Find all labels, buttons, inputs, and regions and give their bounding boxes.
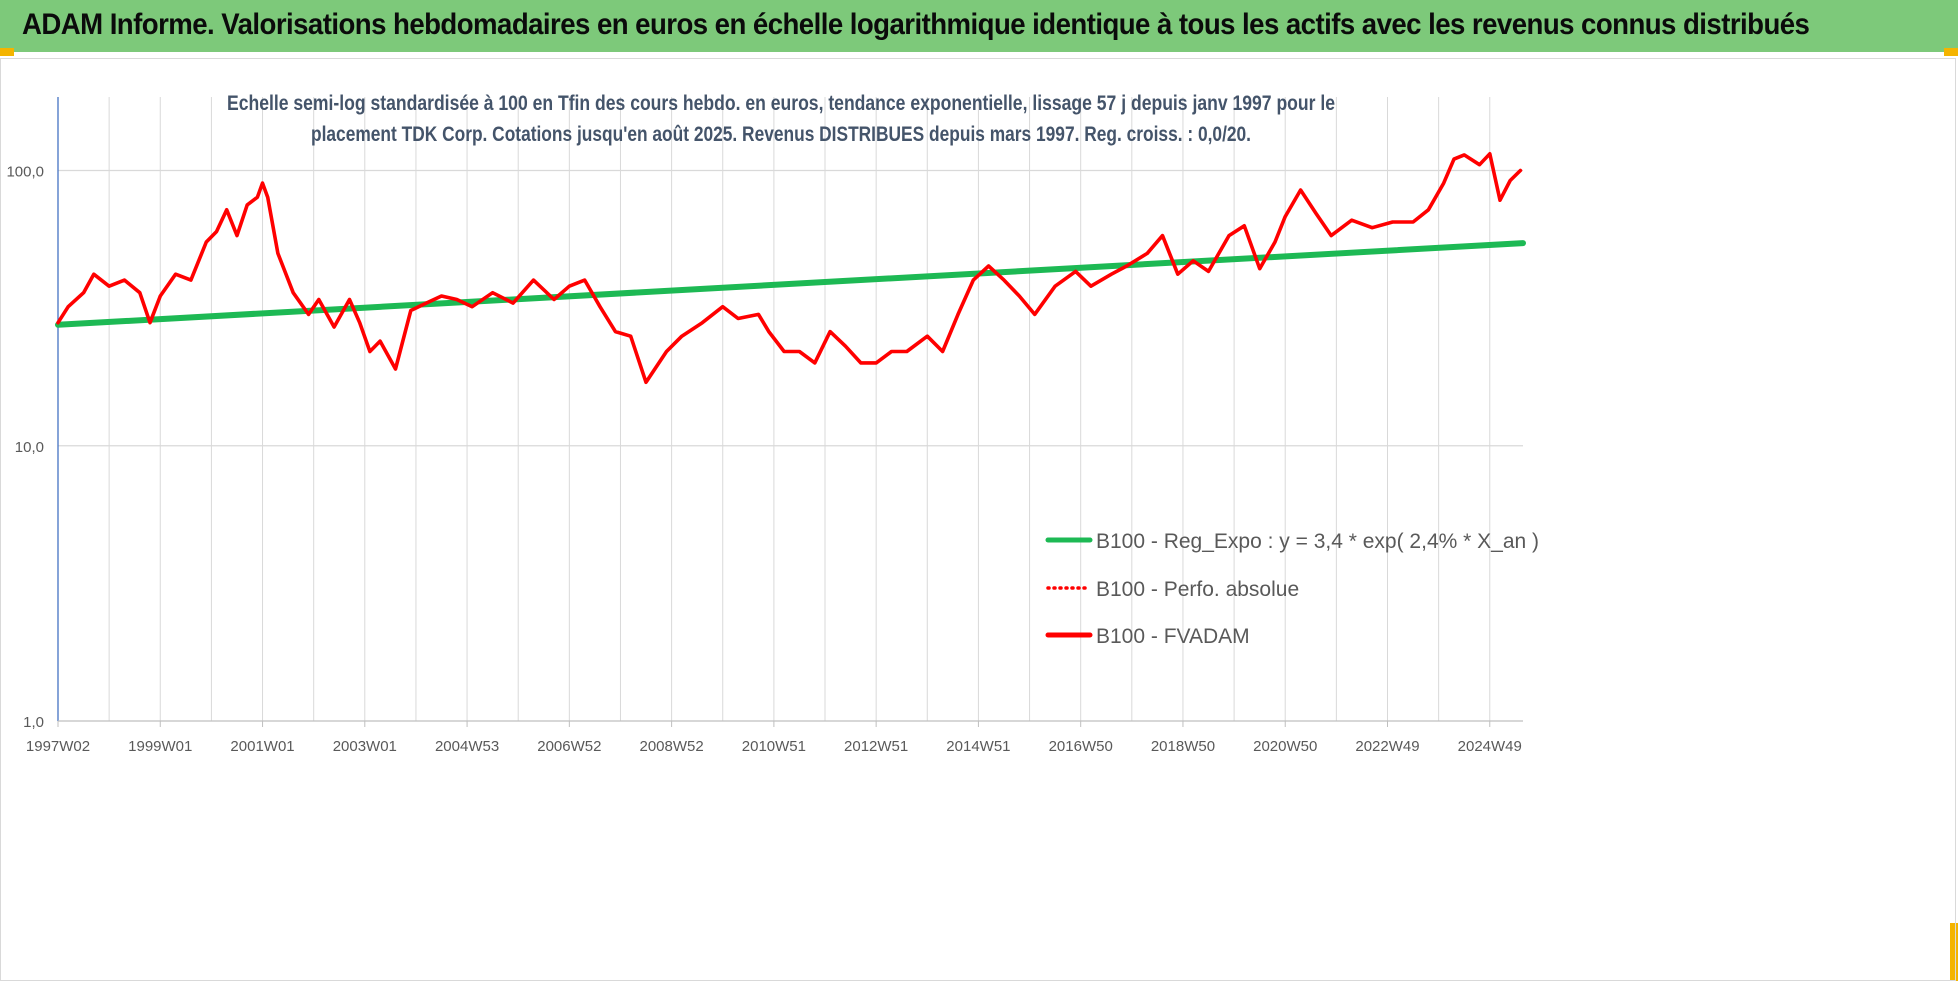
legend: B100 - Reg_Expo : y = 3,4 * exp( 2,4% * … — [1045, 530, 1539, 648]
x-tick-label: 2008W52 — [640, 738, 704, 755]
x-tick-label: 1999W01 — [128, 738, 192, 755]
x-tick-label: 2006W52 — [537, 738, 601, 755]
x-tick-label: 1997W02 — [26, 738, 90, 755]
x-tick-label: 2018W50 — [1151, 738, 1215, 755]
y-tick-label: 10,0 — [15, 439, 44, 456]
chart-title-line: placement TDK Corp. Cotations jusqu'en a… — [311, 123, 1251, 146]
x-tick-label: 2003W01 — [333, 738, 397, 755]
x-tick-label: 2010W51 — [742, 738, 806, 755]
series — [55, 152, 1526, 385]
series-line-2 — [56, 152, 1523, 385]
x-tick-label: 2024W49 — [1458, 738, 1522, 755]
x-tick-label: 2016W50 — [1049, 738, 1113, 755]
corner-mark-top-left — [0, 48, 14, 56]
x-tick-label: 2004W53 — [435, 738, 499, 755]
x-tick-label: 2012W51 — [844, 738, 908, 755]
chart-frame — [0, 58, 1956, 981]
x-tick-label: 2001W01 — [230, 738, 294, 755]
corner-mark-bottom-right — [1950, 923, 1958, 981]
legend-label-0: B100 - Reg_Expo : y = 3,4 * exp( 2,4% * … — [1096, 530, 1539, 553]
y-tick-label: 100,0 — [6, 164, 44, 181]
axes: 1,0 10,0 100,0 1997W02 1999W01 2001W01 2003W01… — [6, 97, 1523, 755]
y-tick-label: 1,0 — [23, 714, 44, 731]
chart-title-line: Echelle semi-log standardisée à 100 en T… — [227, 92, 1335, 115]
x-tick-label: 2022W49 — [1355, 738, 1419, 755]
legend-label-1: B100 - Perfo. absolue — [1096, 578, 1299, 601]
x-tick-label: 2014W51 — [946, 738, 1010, 755]
chart-title: Echelle semi-log standardisée à 100 en T… — [227, 92, 1335, 146]
grid — [58, 97, 1523, 721]
series-line-0 — [55, 240, 1526, 328]
page-title: ADAM Informe. Valorisations hebdomadaire… — [22, 8, 1810, 41]
legend-label-2: B100 - FVADAM — [1096, 625, 1250, 648]
title-banner: ADAM Informe. Valorisations hebdomadaire… — [0, 0, 1958, 52]
x-tick-label: 2020W50 — [1253, 738, 1317, 755]
corner-mark-top-right — [1944, 48, 1958, 56]
